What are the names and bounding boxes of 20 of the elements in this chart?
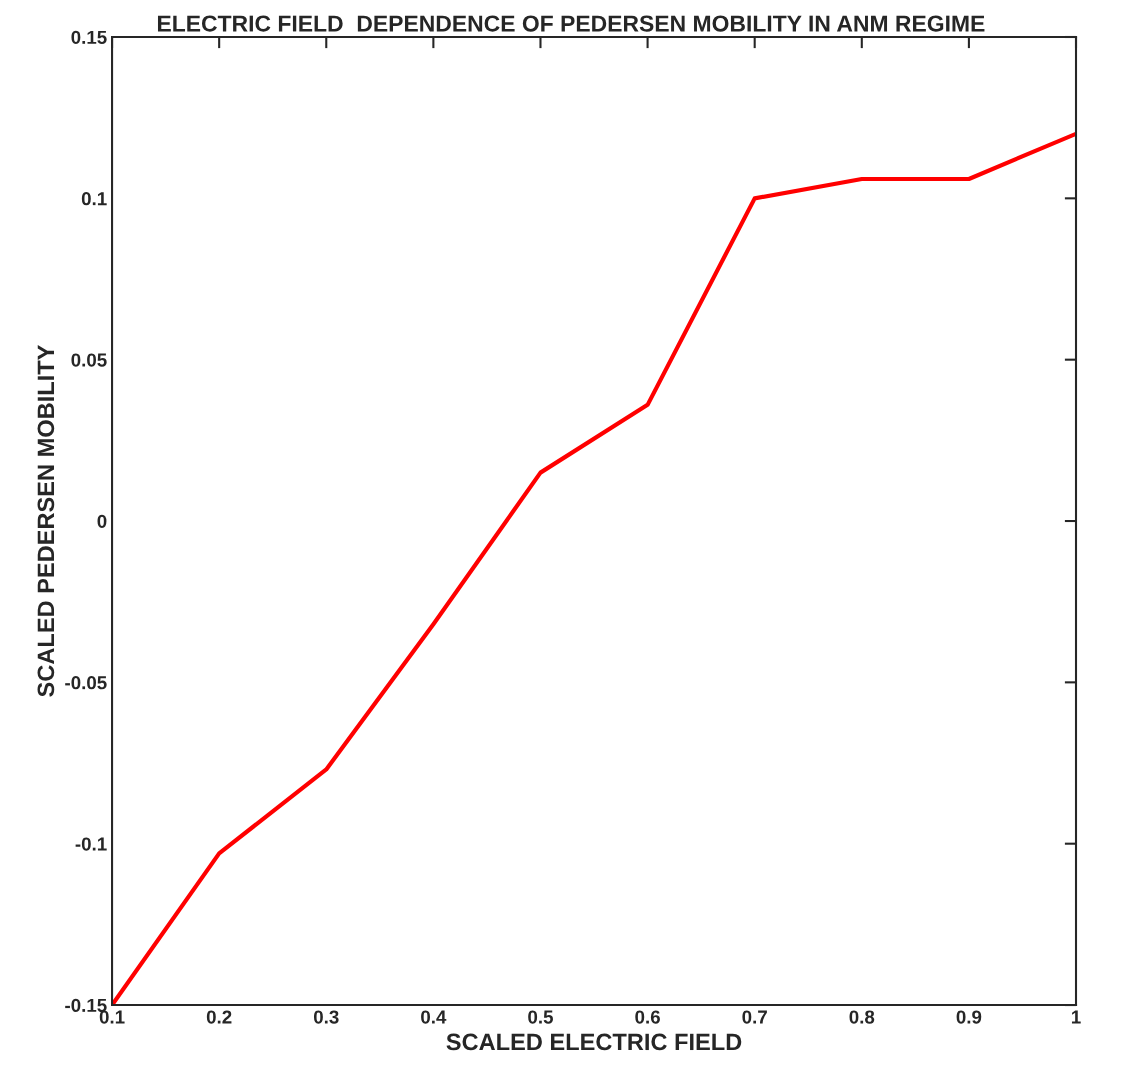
y-tick-label: -0.15: [65, 998, 107, 1013]
y-tick-label: -0.05: [65, 676, 107, 690]
x-tick-label: 0.2: [206, 1010, 232, 1024]
x-tick-label: 0.4: [421, 1010, 447, 1024]
x-tick-label: 0.9: [956, 1010, 982, 1024]
chart-title: ELECTRIC FIELD DEPENDENCE OF PEDERSEN MOBILITY IN ANM REGIME: [157, 15, 985, 32]
x-tick-label: 0.1: [99, 1010, 125, 1024]
x-tick-label: 0.7: [742, 1010, 767, 1024]
y-tick-label: 0.05: [71, 353, 107, 367]
y-tick-label: 0: [97, 514, 107, 528]
y-tick-label: -0.1: [75, 837, 107, 851]
x-tick-label: 0.6: [635, 1010, 660, 1024]
x-tick-label: 0.8: [849, 1010, 875, 1024]
x-axis-title: SCALED ELECTRIC FIELD: [446, 1033, 742, 1051]
x-tick-label: 1: [1071, 1010, 1081, 1024]
y-tick-label: 0.15: [71, 30, 107, 44]
x-tick-label: 0.3: [313, 1010, 339, 1024]
x-tick-label: 0.5: [528, 1010, 553, 1024]
y-axis-title: SCALED PEDERSEN MOBILITY: [37, 344, 55, 697]
y-tick-label: 0.1: [81, 192, 107, 206]
